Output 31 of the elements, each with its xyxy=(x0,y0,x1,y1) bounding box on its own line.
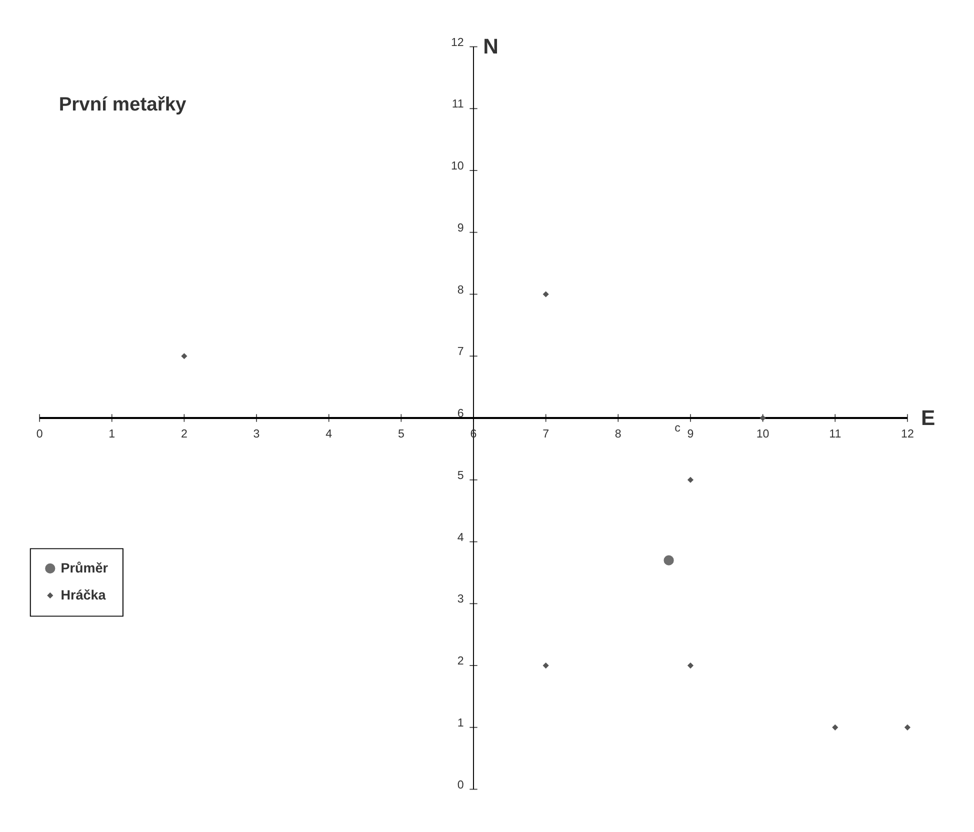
x-tick-label: 0 xyxy=(36,428,43,440)
y-tick-label: 0 xyxy=(457,779,464,792)
x-tick-label: 11 xyxy=(829,428,842,440)
legend-label: Hráčka xyxy=(60,587,106,602)
x-tick-label: 2 xyxy=(180,428,188,440)
text: První metařky xyxy=(58,94,187,116)
y-tick-label: 2 xyxy=(457,656,464,668)
annotation: c xyxy=(674,422,681,434)
x-tick-label: 1 xyxy=(108,428,116,440)
x-tick-label: 3 xyxy=(253,428,260,440)
y-tick-label: 5 xyxy=(457,470,464,482)
y-tick-label: 12 xyxy=(450,36,464,49)
x-tick-label: 10 xyxy=(756,428,770,440)
x-tick-label: 7 xyxy=(542,428,550,440)
x-tick-label: 5 xyxy=(398,428,404,440)
y-tick-label: 3 xyxy=(457,594,464,606)
y-tick-label: 9 xyxy=(457,222,464,234)
y-tick-label: 7 xyxy=(457,346,464,358)
legend-label: Průměr xyxy=(60,560,109,576)
y-tick-label: 11 xyxy=(452,98,464,111)
y-tick-label: 1 xyxy=(457,717,464,730)
y-axis-title: N xyxy=(483,35,498,58)
x-tick-label: 9 xyxy=(687,428,694,440)
x-tick-label: 8 xyxy=(614,428,622,440)
x-axis-title: E xyxy=(920,406,936,430)
x-tick-label: 4 xyxy=(326,428,333,440)
x-tick-label: 12 xyxy=(901,428,914,440)
y-tick-label: 10 xyxy=(450,160,464,173)
y-tick-label: 8 xyxy=(457,284,464,296)
y-tick-label: 6 xyxy=(457,408,464,420)
y-tick-label: 4 xyxy=(457,532,464,544)
